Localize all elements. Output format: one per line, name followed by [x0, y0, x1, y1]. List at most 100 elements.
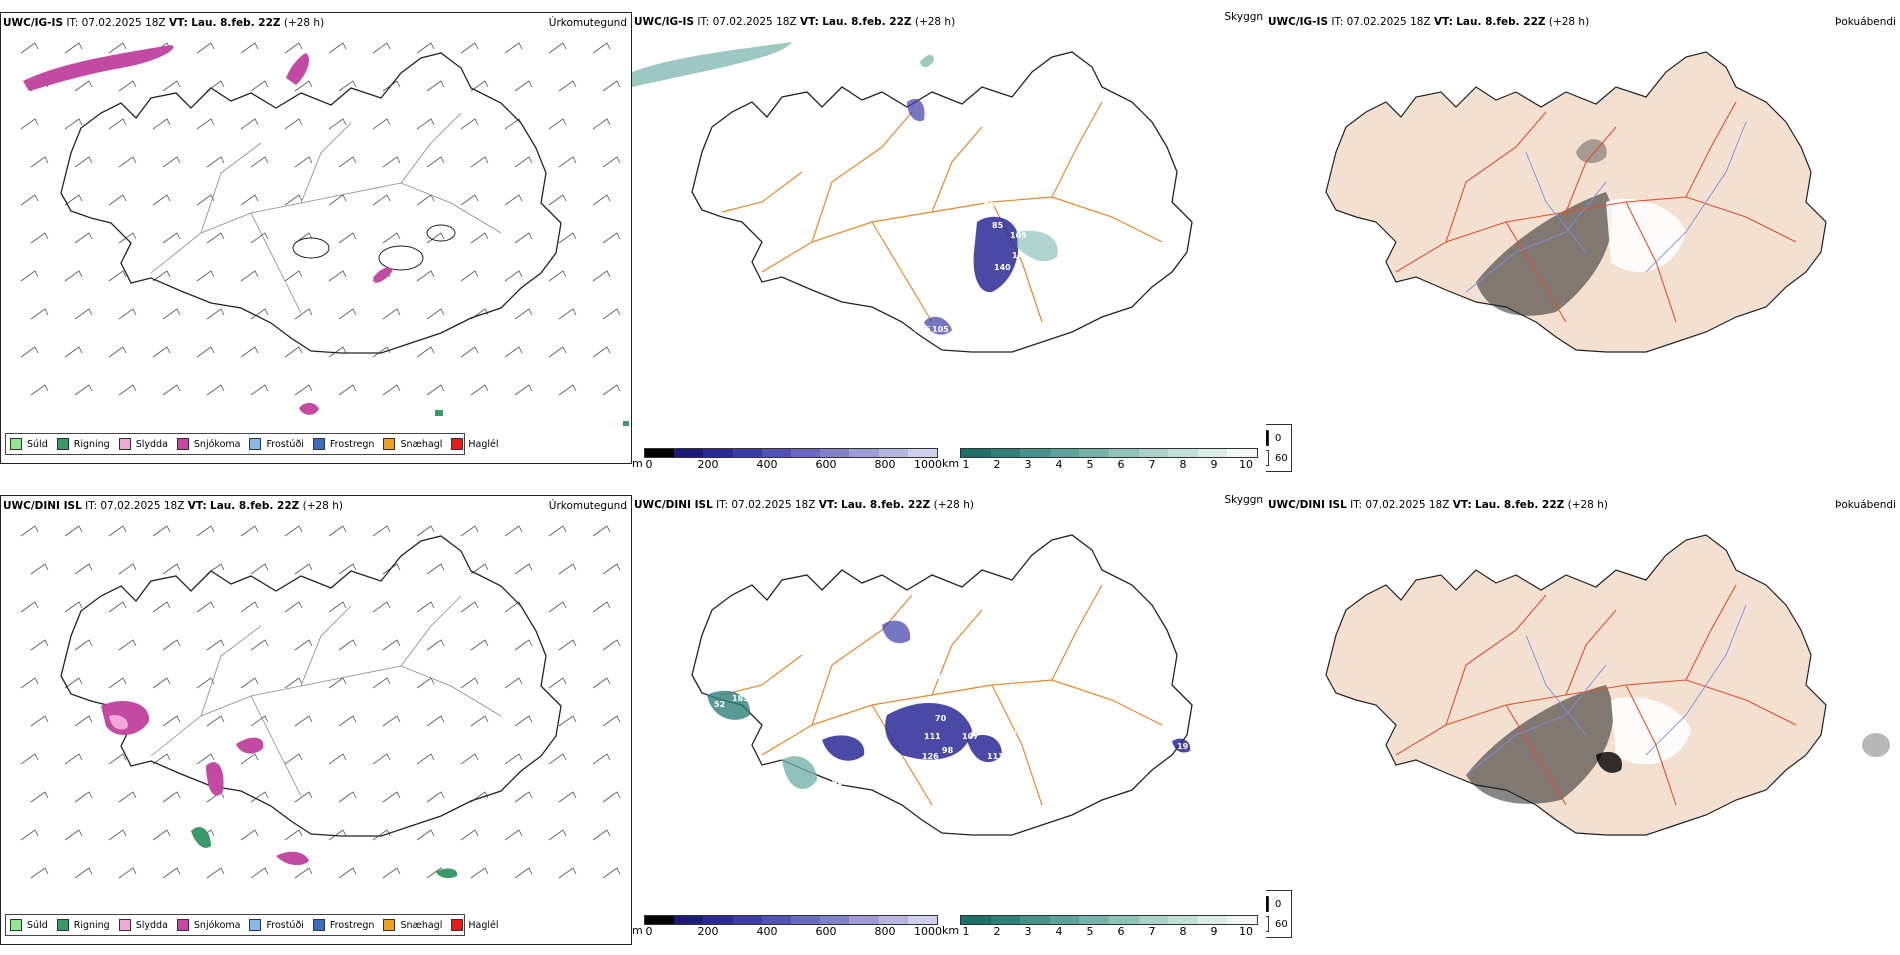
colorbar-tick: 1: [962, 458, 970, 471]
wind-barb: [162, 384, 181, 396]
wind-barb: [382, 867, 401, 879]
wind-barb: [338, 80, 357, 92]
wind-barb: [548, 677, 567, 689]
colorbar-tick: 9: [1210, 458, 1218, 471]
vis-label: 28: [912, 874, 924, 883]
it-label: IT:: [85, 500, 98, 512]
panel-title: Skyggni: [1224, 495, 1265, 506]
wind-barb: [558, 80, 577, 92]
vis-label: 105: [1010, 231, 1027, 240]
wind-barb: [592, 42, 611, 54]
model-name: UWC/DINI ISL: [3, 500, 82, 512]
colorbar-segment: [1049, 916, 1080, 924]
wind-barb: [294, 563, 313, 575]
colorbar-tick: 1: [962, 925, 970, 938]
colorbar-tick: 6: [1117, 458, 1125, 471]
wind-barb: [20, 525, 39, 537]
wind-barb: [328, 601, 347, 613]
wind-barb: [30, 715, 49, 727]
wind-barb: [514, 791, 533, 803]
wind-barb: [64, 601, 83, 613]
colorbar-segment: [1079, 916, 1109, 924]
wind-barb: [372, 194, 391, 206]
it-label: IT:: [716, 499, 729, 511]
colorbar-segment: [1197, 449, 1228, 457]
iceland-map-fog: [1325, 51, 1827, 353]
panel-header: UWC/DINI ISL IT: 07.02.2025 18Z VT: Lau.…: [634, 495, 1264, 515]
colorbar-segment: [645, 449, 675, 457]
colorbar-segment: [907, 916, 938, 924]
wind-barb: [108, 118, 127, 130]
legend-item: Frostregn: [312, 919, 374, 931]
wind-barb: [108, 270, 127, 282]
legend-swatch: [312, 438, 325, 450]
wind-barb: [382, 563, 401, 575]
wind-barb: [548, 118, 567, 130]
wind-barb: [548, 829, 567, 841]
wind-barb: [30, 232, 49, 244]
vis-label: 546: [822, 758, 839, 767]
wind-barb: [152, 677, 171, 689]
wind-barb: [602, 639, 621, 651]
wind-barb: [108, 753, 127, 765]
lead-time: (+28 h): [1567, 499, 1608, 511]
colorbar-segment: [849, 449, 879, 457]
snow-area: [373, 267, 393, 283]
wind-barb: [460, 42, 479, 54]
wind-barb: [504, 677, 523, 689]
rain-area: [436, 868, 458, 879]
wind-barb: [240, 829, 259, 841]
wind-barb: [504, 194, 523, 206]
colorbar-tick: 2: [993, 925, 1001, 938]
wind-barb: [548, 270, 567, 282]
wind-barb: [152, 346, 171, 358]
vis-label: 65: [984, 199, 996, 208]
wind-barb: [558, 384, 577, 396]
wind-barb: [118, 384, 137, 396]
legend-swatch: [56, 919, 69, 931]
wind-barb: [592, 194, 611, 206]
visibility-colorbar-bottom: km 1 2 3 4 5 6 7 8 9 10: [942, 915, 1262, 941]
wind-barb: [602, 791, 621, 803]
wind-barb: [118, 156, 137, 168]
legend-item: Rigning: [56, 438, 110, 450]
fog-area: [1862, 733, 1890, 757]
vis-label: 102: [928, 874, 945, 883]
legend-item: Súld: [10, 919, 48, 931]
low-vis-area: [632, 42, 792, 87]
wind-barb: [240, 346, 259, 358]
wind-barb: [64, 829, 83, 841]
wind-barb: [108, 601, 127, 613]
wind-barb: [162, 639, 181, 651]
wind-barb: [426, 639, 445, 651]
colorbar-segment: [1168, 449, 1198, 457]
wind-barb: [250, 156, 269, 168]
wind-barb: [558, 232, 577, 244]
low-vis-area: [885, 703, 972, 760]
wind-barb: [162, 80, 181, 92]
wind-barb: [514, 867, 533, 879]
legend-swatch: [118, 438, 131, 450]
height-colorbar-top: m 0 200 400 600 800 1000: [632, 448, 942, 472]
land-fog-base: [1325, 51, 1827, 353]
colorbar-segment: [1138, 449, 1169, 457]
wind-barb: [284, 677, 303, 689]
legend-swatch: [56, 438, 69, 450]
river-network: [1465, 604, 1747, 776]
road-network: [1395, 101, 1797, 323]
vt-value: Lau. 8.feb. 22Z: [822, 16, 912, 28]
colorbar-segment: [961, 916, 991, 924]
snow-area: [236, 737, 264, 754]
wind-barb: [64, 525, 83, 537]
wind-barb: [372, 601, 391, 613]
fog-panel-bottom: UWC/DINI ISL IT: 07.02.2025 18Z VT: Lau.…: [1266, 495, 1900, 955]
colorbar-tick: 400: [756, 925, 778, 938]
wind-barb: [602, 715, 621, 727]
vis-label: 104: [866, 736, 883, 745]
snow-area: [286, 53, 310, 85]
wind-barb: [30, 156, 49, 168]
legend-item: Haglél: [451, 438, 499, 450]
wind-barb: [196, 42, 215, 54]
wind-barb: [240, 601, 259, 613]
wind-barb: [514, 384, 533, 396]
